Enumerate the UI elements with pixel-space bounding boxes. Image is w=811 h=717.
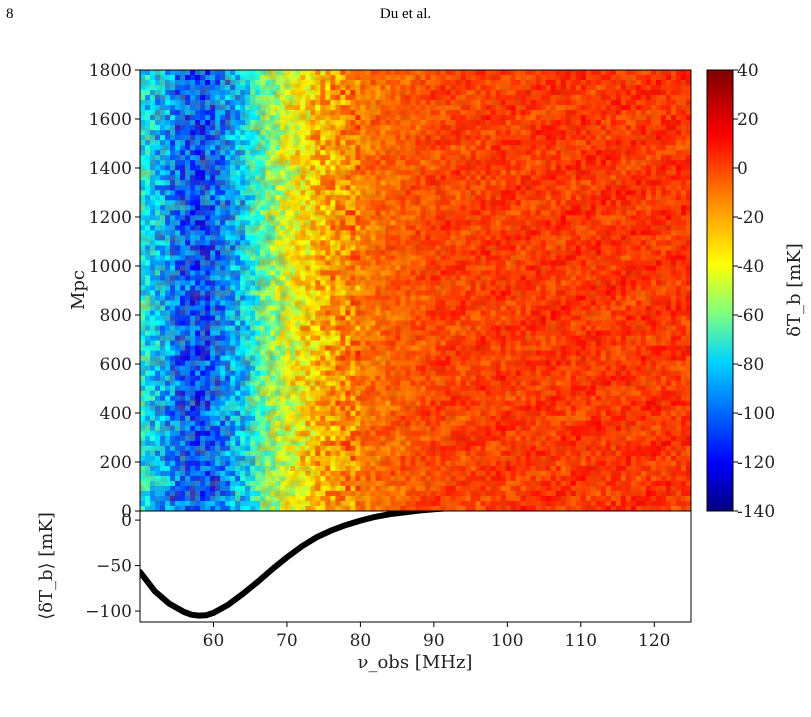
page-number: 8 xyxy=(6,6,14,22)
running-head: Du et al. xyxy=(379,6,432,22)
